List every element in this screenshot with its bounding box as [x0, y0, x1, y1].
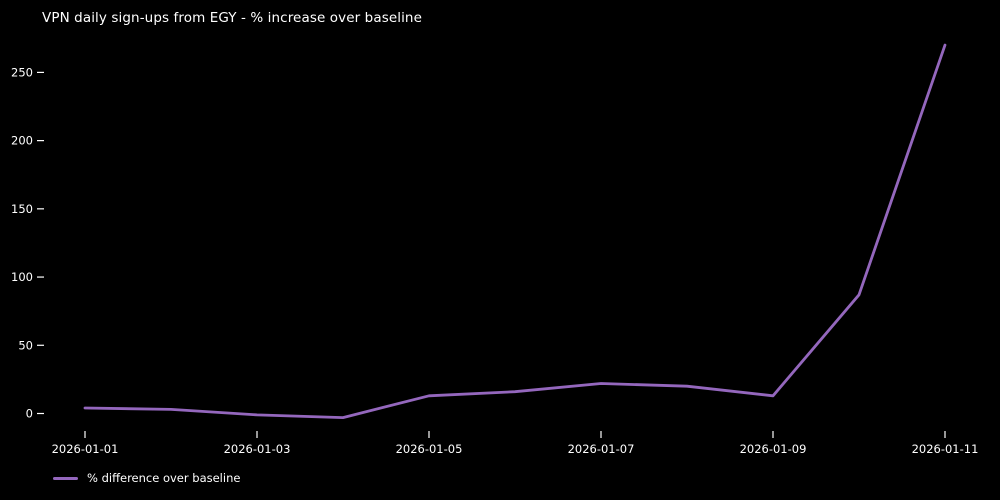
y-tick-label: 50 [18, 338, 33, 352]
legend-line-swatch [53, 476, 78, 480]
x-tick-label: 2026-01-03 [224, 442, 291, 456]
data-line-series [83, 43, 947, 420]
x-tick-label: 2026-01-05 [396, 442, 463, 456]
y-tick-label: 0 [26, 407, 33, 421]
x-tick-label: 2026-01-07 [568, 442, 635, 456]
y-tick-label: 250 [11, 65, 33, 79]
legend-label: % difference over baseline [87, 471, 241, 485]
x-tick-label: 2026-01-01 [52, 442, 119, 456]
y-tick-label: 200 [11, 134, 33, 148]
chart-legend: % difference over baseline [53, 471, 240, 485]
y-tick-label: 100 [11, 270, 33, 284]
chart-title: VPN daily sign-ups from EGY - % increase… [42, 10, 422, 26]
y-tick-label: 150 [11, 202, 33, 216]
x-tick-label: 2026-01-09 [740, 442, 807, 456]
x-tick-label: 2026-01-11 [912, 442, 979, 456]
